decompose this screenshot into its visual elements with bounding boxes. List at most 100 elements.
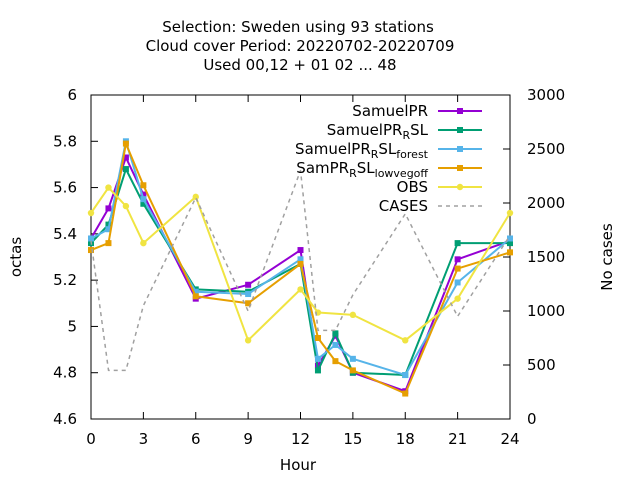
- y-tick-label: 5.6: [53, 179, 77, 197]
- data-point: [192, 293, 199, 300]
- legend-label: SamPRR​SLlowvegoff​: [296, 159, 428, 180]
- data-point: [297, 256, 304, 263]
- legend-label-text: OBS: [397, 178, 428, 196]
- legend-label: SamuelPR: [352, 102, 428, 120]
- series-line: [90, 156, 511, 393]
- y-tick-label: 5.8: [53, 132, 77, 150]
- y-tick-label: 5.4: [53, 225, 77, 243]
- data-point: [314, 367, 321, 374]
- y-tick-label: 4.6: [53, 410, 77, 428]
- data-point: [349, 355, 356, 362]
- legend-label-text: SamPR: [296, 159, 349, 177]
- legend-swatch-marker: [457, 165, 463, 171]
- legend-swatch-marker: [457, 127, 463, 133]
- data-point: [105, 240, 112, 247]
- data-point: [332, 341, 339, 348]
- data-point: [402, 337, 409, 344]
- legend-label: SamuelPRR​SLforest​: [295, 140, 429, 161]
- data-point: [454, 265, 461, 272]
- data-point: [122, 202, 130, 210]
- data-point: [105, 205, 112, 212]
- y2-tick-label: 1500: [527, 248, 565, 266]
- data-point: [402, 372, 409, 379]
- data-point: [507, 249, 513, 256]
- legend-label-text: SL: [378, 140, 397, 158]
- y2-tick-label: 2500: [527, 140, 565, 158]
- data-point: [454, 279, 461, 286]
- data-point: [314, 335, 321, 341]
- plot-axes: 0 3 6 9 12 15 18 21 24 4.6 4.8 5 5.2 5.4 5.6 5.8 6 0 500 10…: [53, 86, 565, 448]
- data-point: [332, 330, 339, 337]
- y2-tick-label: 3000: [527, 86, 565, 104]
- data-point: [192, 193, 199, 201]
- legend-label-subscript: R: [402, 129, 410, 142]
- data-point: [245, 291, 252, 298]
- x-tick-label: 9: [243, 430, 253, 448]
- data-point: [349, 367, 356, 374]
- legend-label-text: SL: [357, 159, 376, 177]
- data-point: [507, 235, 513, 242]
- x-tick-label: 18: [396, 430, 415, 448]
- title-line-3: Used 00,12 + 01 02 ... 48: [203, 56, 396, 74]
- y-axis-label: octas: [7, 237, 25, 277]
- series-line: [90, 168, 510, 376]
- x-tick-label: 0: [86, 430, 96, 448]
- y2-tick-label: 1000: [527, 302, 565, 320]
- legend-swatch-marker: [457, 108, 463, 114]
- data-point: [244, 337, 252, 344]
- data-point: [140, 200, 147, 207]
- legend-label-subscript: forest: [396, 148, 428, 161]
- chart-title: Selection: Sweden using 93 stations Clou…: [146, 18, 455, 74]
- x-tick-label: 12: [291, 430, 310, 448]
- data-point: [140, 239, 147, 247]
- legend-label-text: SL: [410, 121, 429, 139]
- data-point: [88, 247, 94, 254]
- data-point: [88, 235, 94, 242]
- data-point: [245, 281, 252, 288]
- data-point: [297, 286, 304, 293]
- legend-label: OBS: [397, 178, 428, 196]
- x-tick-label: 6: [191, 430, 201, 448]
- data-point: [332, 358, 339, 365]
- legend-label: SamuelPRR​SL: [327, 121, 429, 142]
- x-tick-label: 15: [343, 430, 362, 448]
- legend-label-subscript: lowvegoff: [375, 167, 429, 180]
- y-tick-label: 6: [67, 86, 77, 104]
- legend-label: CASES: [379, 197, 428, 215]
- data-point: [122, 154, 129, 161]
- data-point: [122, 140, 129, 147]
- data-point: [87, 209, 95, 217]
- plot-series: [87, 138, 514, 397]
- data-point: [402, 390, 409, 397]
- series-line: [90, 186, 511, 342]
- series-line: [90, 169, 511, 372]
- legend: SamuelPRSamuelPRR​SLSamuelPRR​SLforest​S…: [295, 102, 482, 215]
- y-tick-label: 4.8: [53, 364, 77, 382]
- data-point: [506, 209, 514, 217]
- legend-swatch-marker: [456, 183, 464, 191]
- data-point: [105, 226, 112, 233]
- legend-label-subscript: R: [371, 148, 379, 161]
- x-tick-label: 3: [139, 430, 149, 448]
- y2-axis-label: No cases: [598, 223, 616, 291]
- legend-label-text: SamuelPR: [327, 121, 403, 139]
- x-tick-label: 24: [500, 430, 519, 448]
- data-point: [507, 240, 513, 247]
- y2-tick-label: 500: [527, 356, 556, 374]
- legend-label-subscript: R: [349, 167, 357, 180]
- data-point: [105, 184, 112, 191]
- data-point: [122, 166, 129, 173]
- data-point: [245, 300, 252, 307]
- legend-label-text: SamuelPR: [295, 140, 371, 158]
- y2-tick-label: 2000: [527, 194, 565, 212]
- x-tick-label: 21: [448, 430, 467, 448]
- title-line-1: Selection: Sweden using 93 stations: [162, 18, 434, 36]
- legend-label-text: CASES: [379, 197, 428, 215]
- legend-swatch-marker: [457, 146, 463, 152]
- data-point: [454, 256, 461, 263]
- data-point: [140, 191, 147, 198]
- data-point: [349, 311, 357, 319]
- legend-label-text: SamuelPR: [352, 102, 428, 120]
- data-point: [454, 295, 461, 302]
